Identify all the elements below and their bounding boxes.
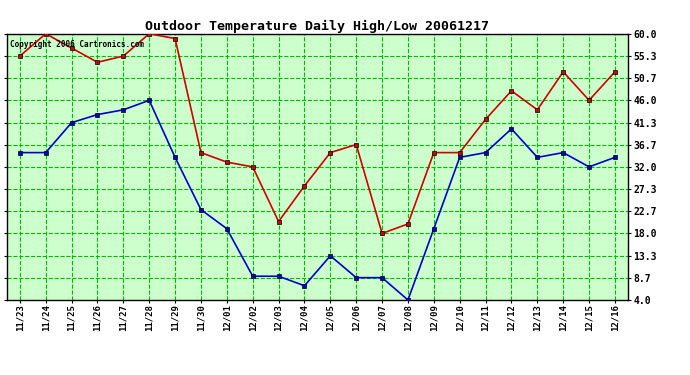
Text: Copyright 2006 Cartronics.com: Copyright 2006 Cartronics.com: [10, 40, 144, 50]
Title: Outdoor Temperature Daily High/Low 20061217: Outdoor Temperature Daily High/Low 20061…: [146, 20, 489, 33]
